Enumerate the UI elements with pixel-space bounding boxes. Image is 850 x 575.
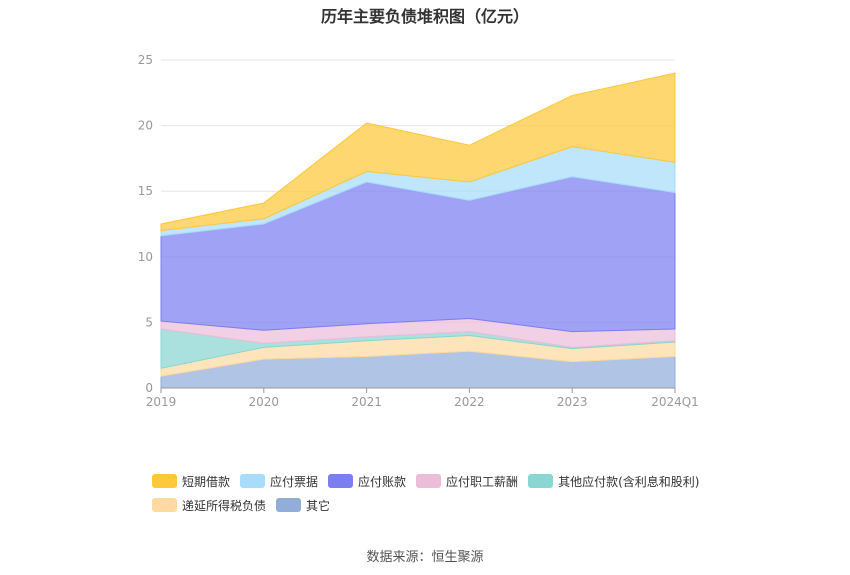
legend-item[interactable]: 递延所得税负债 bbox=[152, 496, 266, 514]
legend-item[interactable]: 应付票据 bbox=[240, 472, 318, 490]
legend-label: 应付职工薪酬 bbox=[446, 474, 519, 489]
area-layer bbox=[160, 72, 676, 389]
x-tick-label: 2023 bbox=[557, 395, 588, 409]
legend-item[interactable]: 其他应付款(含利息和股利) bbox=[528, 472, 699, 490]
legend-swatch bbox=[152, 474, 177, 488]
x-tick-label: 2019 bbox=[146, 395, 177, 409]
legend-label: 其他应付款(含利息和股利) bbox=[558, 474, 700, 489]
y-tick-label: 25 bbox=[138, 53, 153, 67]
legend-swatch bbox=[328, 474, 354, 488]
area-series bbox=[160, 72, 676, 232]
legend-swatch bbox=[152, 498, 177, 512]
data-source: 数据来源：恒生聚源 bbox=[366, 550, 484, 565]
axis-layer: 0 5 10 15 20 25 2019 2020 2021 2022 2023 2024Q1 bbox=[138, 53, 699, 409]
legend-label: 短期借款 bbox=[182, 474, 231, 489]
x-tick-label: 2022 bbox=[454, 395, 485, 409]
legend-label: 其它 bbox=[306, 498, 331, 513]
y-tick-label: 10 bbox=[138, 250, 153, 264]
x-tick-label: 2021 bbox=[351, 395, 382, 409]
legend-swatch bbox=[528, 474, 554, 488]
y-tick-label: 20 bbox=[138, 119, 153, 133]
legend-item[interactable]: 短期借款 bbox=[152, 472, 230, 490]
x-tick-label: 2020 bbox=[249, 395, 280, 409]
legend-item[interactable]: 应付职工薪酬 bbox=[416, 472, 518, 490]
legend-item[interactable]: 应付账款 bbox=[328, 472, 406, 490]
legend-swatch bbox=[416, 474, 442, 488]
legend: 短期借款 应付票据 应付账款 应付职工薪酬 其他应付款(含利息和股利) 递延所得税负债 其它 bbox=[152, 472, 772, 520]
chart-title: 历年主要负债堆积图（亿元） bbox=[320, 7, 529, 26]
y-tick-label: 5 bbox=[145, 315, 153, 329]
area-series bbox=[160, 176, 676, 333]
x-tick-label: 2024Q1 bbox=[651, 395, 699, 409]
legend-item[interactable]: 其它 bbox=[276, 496, 330, 514]
y-tick-label: 0 bbox=[145, 381, 153, 395]
legend-label: 应付账款 bbox=[358, 474, 407, 489]
legend-swatch bbox=[240, 474, 266, 488]
y-tick-label: 15 bbox=[138, 184, 153, 198]
legend-label: 递延所得税负债 bbox=[182, 498, 267, 513]
legend-label: 应付票据 bbox=[270, 474, 319, 489]
legend-swatch bbox=[276, 498, 302, 512]
